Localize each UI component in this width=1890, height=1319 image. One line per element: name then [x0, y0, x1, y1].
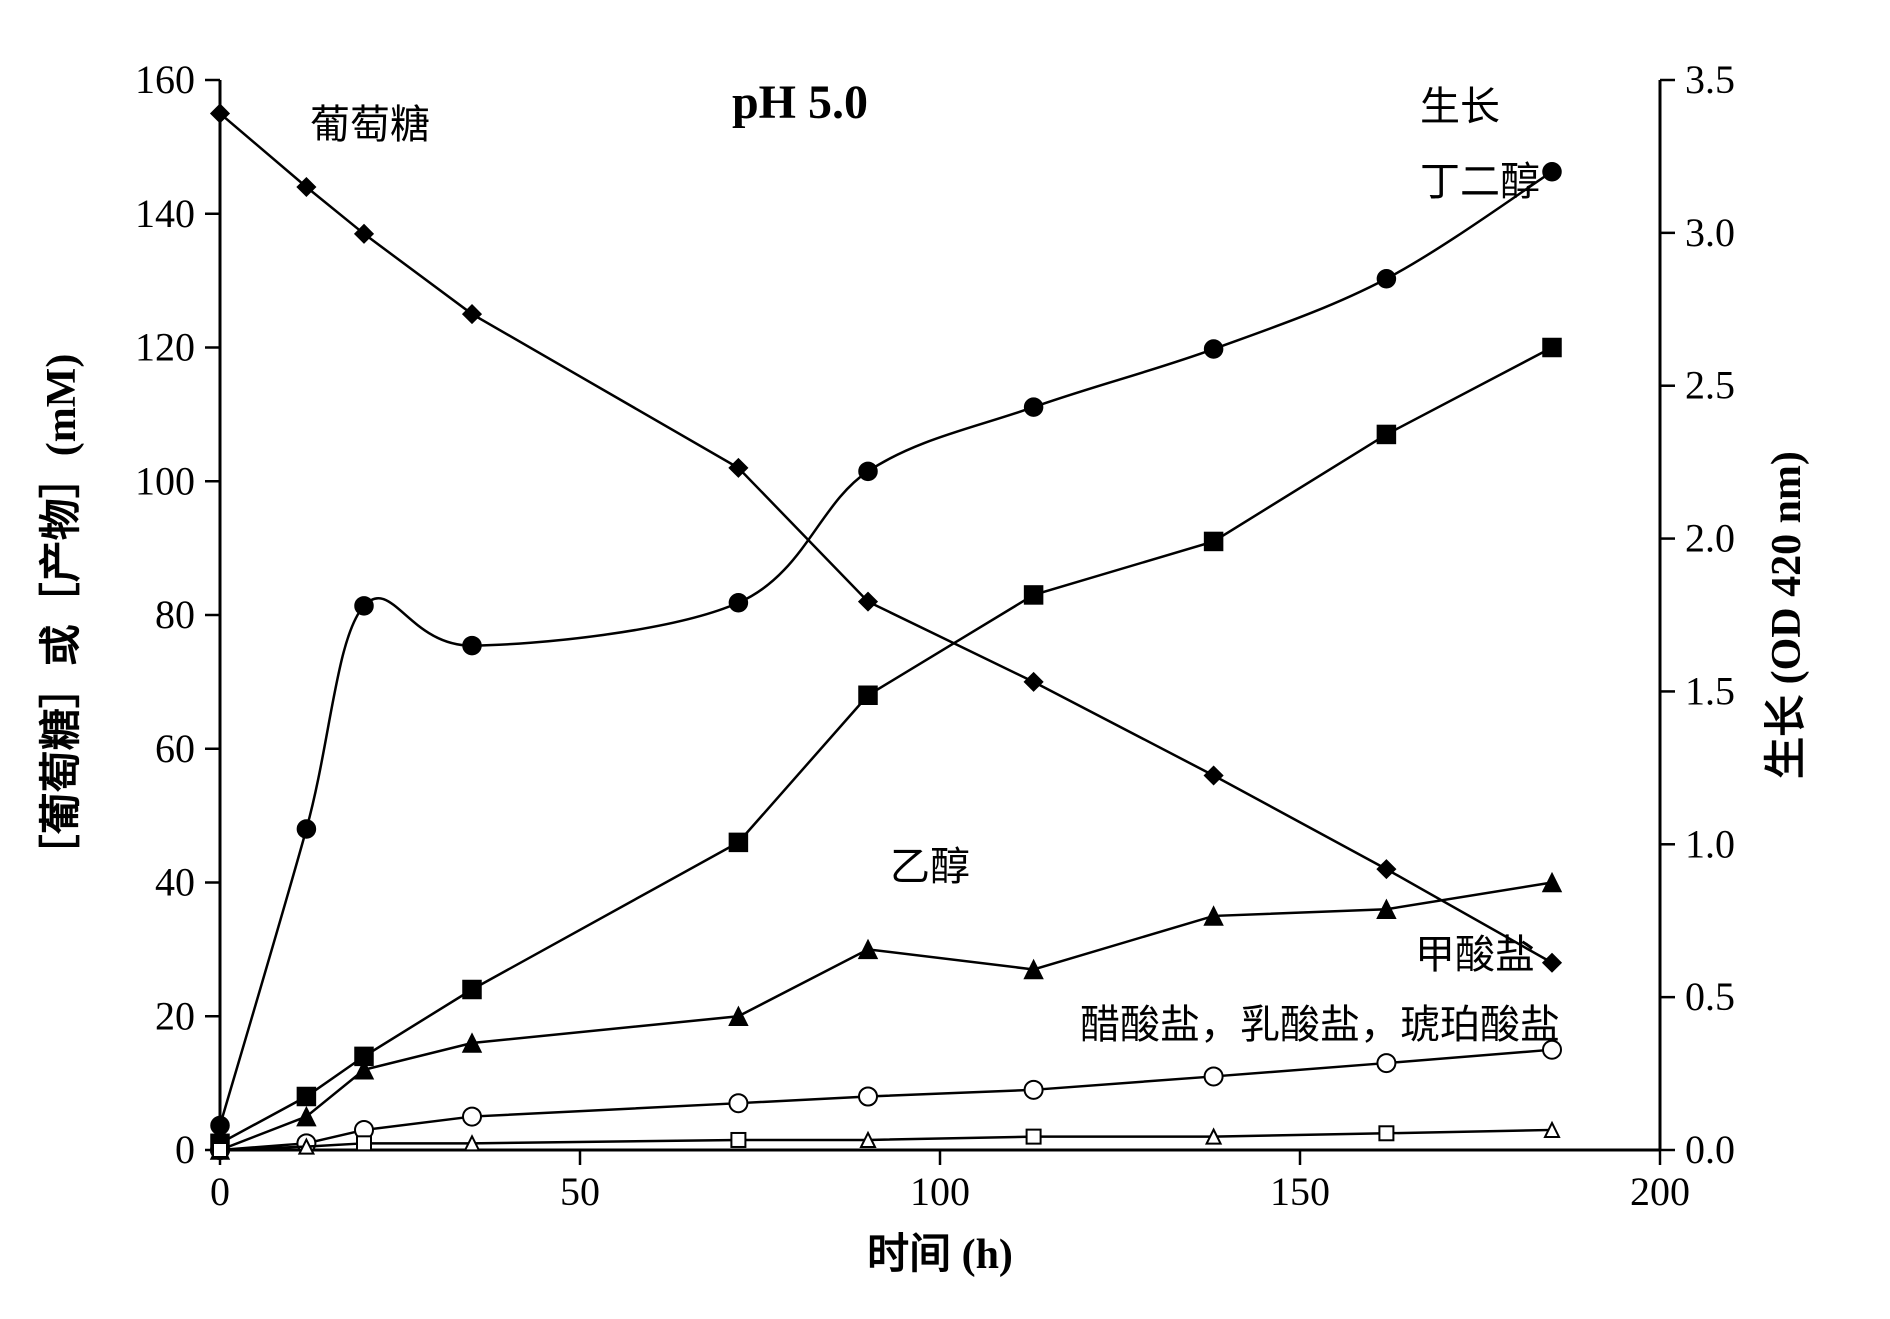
- x-tick-label: 150: [1270, 1169, 1330, 1214]
- y-right-tick-label: 0.5: [1685, 974, 1735, 1019]
- y-left-axis-label: ［葡萄糖］或［产物］(mM): [38, 354, 85, 877]
- y-left-tick-label: 20: [155, 993, 195, 1038]
- y-left-tick-label: 40: [155, 860, 195, 905]
- series-label: 丁二醇: [1420, 159, 1540, 204]
- series-label: 甲酸盐: [1415, 932, 1535, 977]
- y-left-tick-label: 0: [175, 1127, 195, 1172]
- y-right-tick-label: 1.0: [1685, 821, 1735, 866]
- y-left-tick-label: 80: [155, 592, 195, 637]
- y-right-axis-label: 生长 (OD 420 nm): [1763, 451, 1810, 779]
- y-left-tick-label: 140: [135, 191, 195, 236]
- chart-title: pH 5.0: [732, 76, 868, 129]
- x-tick-label: 200: [1630, 1169, 1690, 1214]
- x-tick-label: 100: [910, 1169, 970, 1214]
- y-left-tick-label: 120: [135, 325, 195, 370]
- y-right-tick-label: 0.0: [1685, 1127, 1735, 1172]
- series-label: 乙醇: [890, 844, 970, 889]
- x-tick-label: 50: [560, 1169, 600, 1214]
- series-label: 葡萄糖: [310, 102, 430, 147]
- y-right-tick-label: 2.5: [1685, 363, 1735, 408]
- chart-root: 0 50 100 150 200 时间 (h) 0 20 40 60 80 100 120 140 160 ［…: [20, 20, 1890, 1299]
- y-left-tick-label: 60: [155, 726, 195, 771]
- y-right-tick-label: 3.0: [1685, 210, 1735, 255]
- y-right-tick-label: 3.5: [1685, 57, 1735, 102]
- y-right-tick-label: 1.5: [1685, 668, 1735, 713]
- x-axis-label: 时间 (h): [867, 1231, 1013, 1278]
- series-label: 生长: [1420, 84, 1500, 129]
- y-left-tick-label: 160: [135, 57, 195, 102]
- y-right-tick-label: 2.0: [1685, 516, 1735, 561]
- y-left-tick-label: 100: [135, 458, 195, 503]
- series-label: 醋酸盐，乳酸盐，琥珀酸盐: [1080, 1002, 1560, 1047]
- x-tick-label: 0: [210, 1169, 230, 1214]
